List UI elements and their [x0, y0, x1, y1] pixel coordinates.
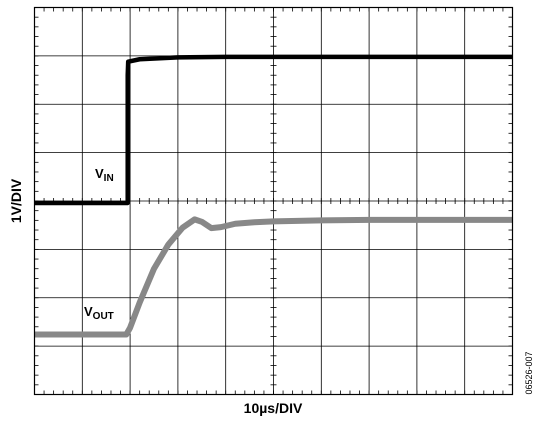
trace-vout [34, 216, 513, 338]
traces [34, 54, 513, 338]
series-label-vout-sub: OUT [92, 311, 114, 322]
series-label-vin-sub: IN [103, 173, 114, 184]
series-label-vout-main: V [84, 304, 93, 319]
series-label-vin: VIN [95, 166, 114, 184]
y-axis-label: 1V/DIV [8, 178, 24, 224]
figure-id: 06526-007 [524, 351, 534, 395]
graticule-ticks [34, 7, 513, 395]
trace-vin [34, 54, 513, 206]
plot-frame [33, 6, 514, 396]
x-axis-label: 10µs/DIV [243, 400, 303, 416]
series-label-vout: VOUT [84, 304, 114, 322]
series-label-vin-main: V [95, 166, 104, 181]
